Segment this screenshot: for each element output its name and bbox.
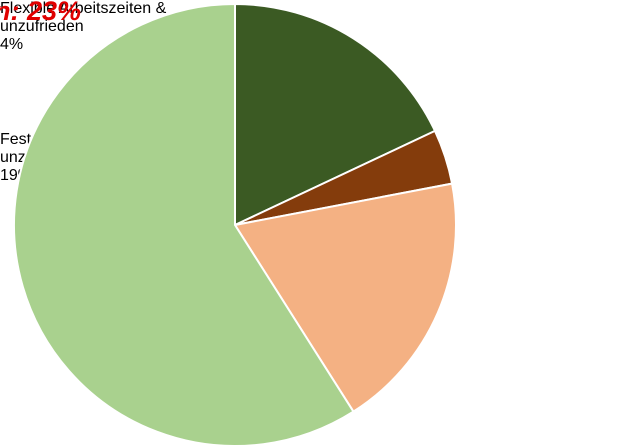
- pie-slice: [233, 182, 457, 413]
- pie-slice: [234, 2, 437, 227]
- label-name: Flexible Arbeitszeiten & unzufrieden: [0, 0, 167, 35]
- annotation: n: 23%: [0, 0, 82, 26]
- label-value: 4%: [0, 36, 24, 53]
- slice-label: Flexible Arbeitszeiten & unzufrieden 4%: [0, 0, 171, 131]
